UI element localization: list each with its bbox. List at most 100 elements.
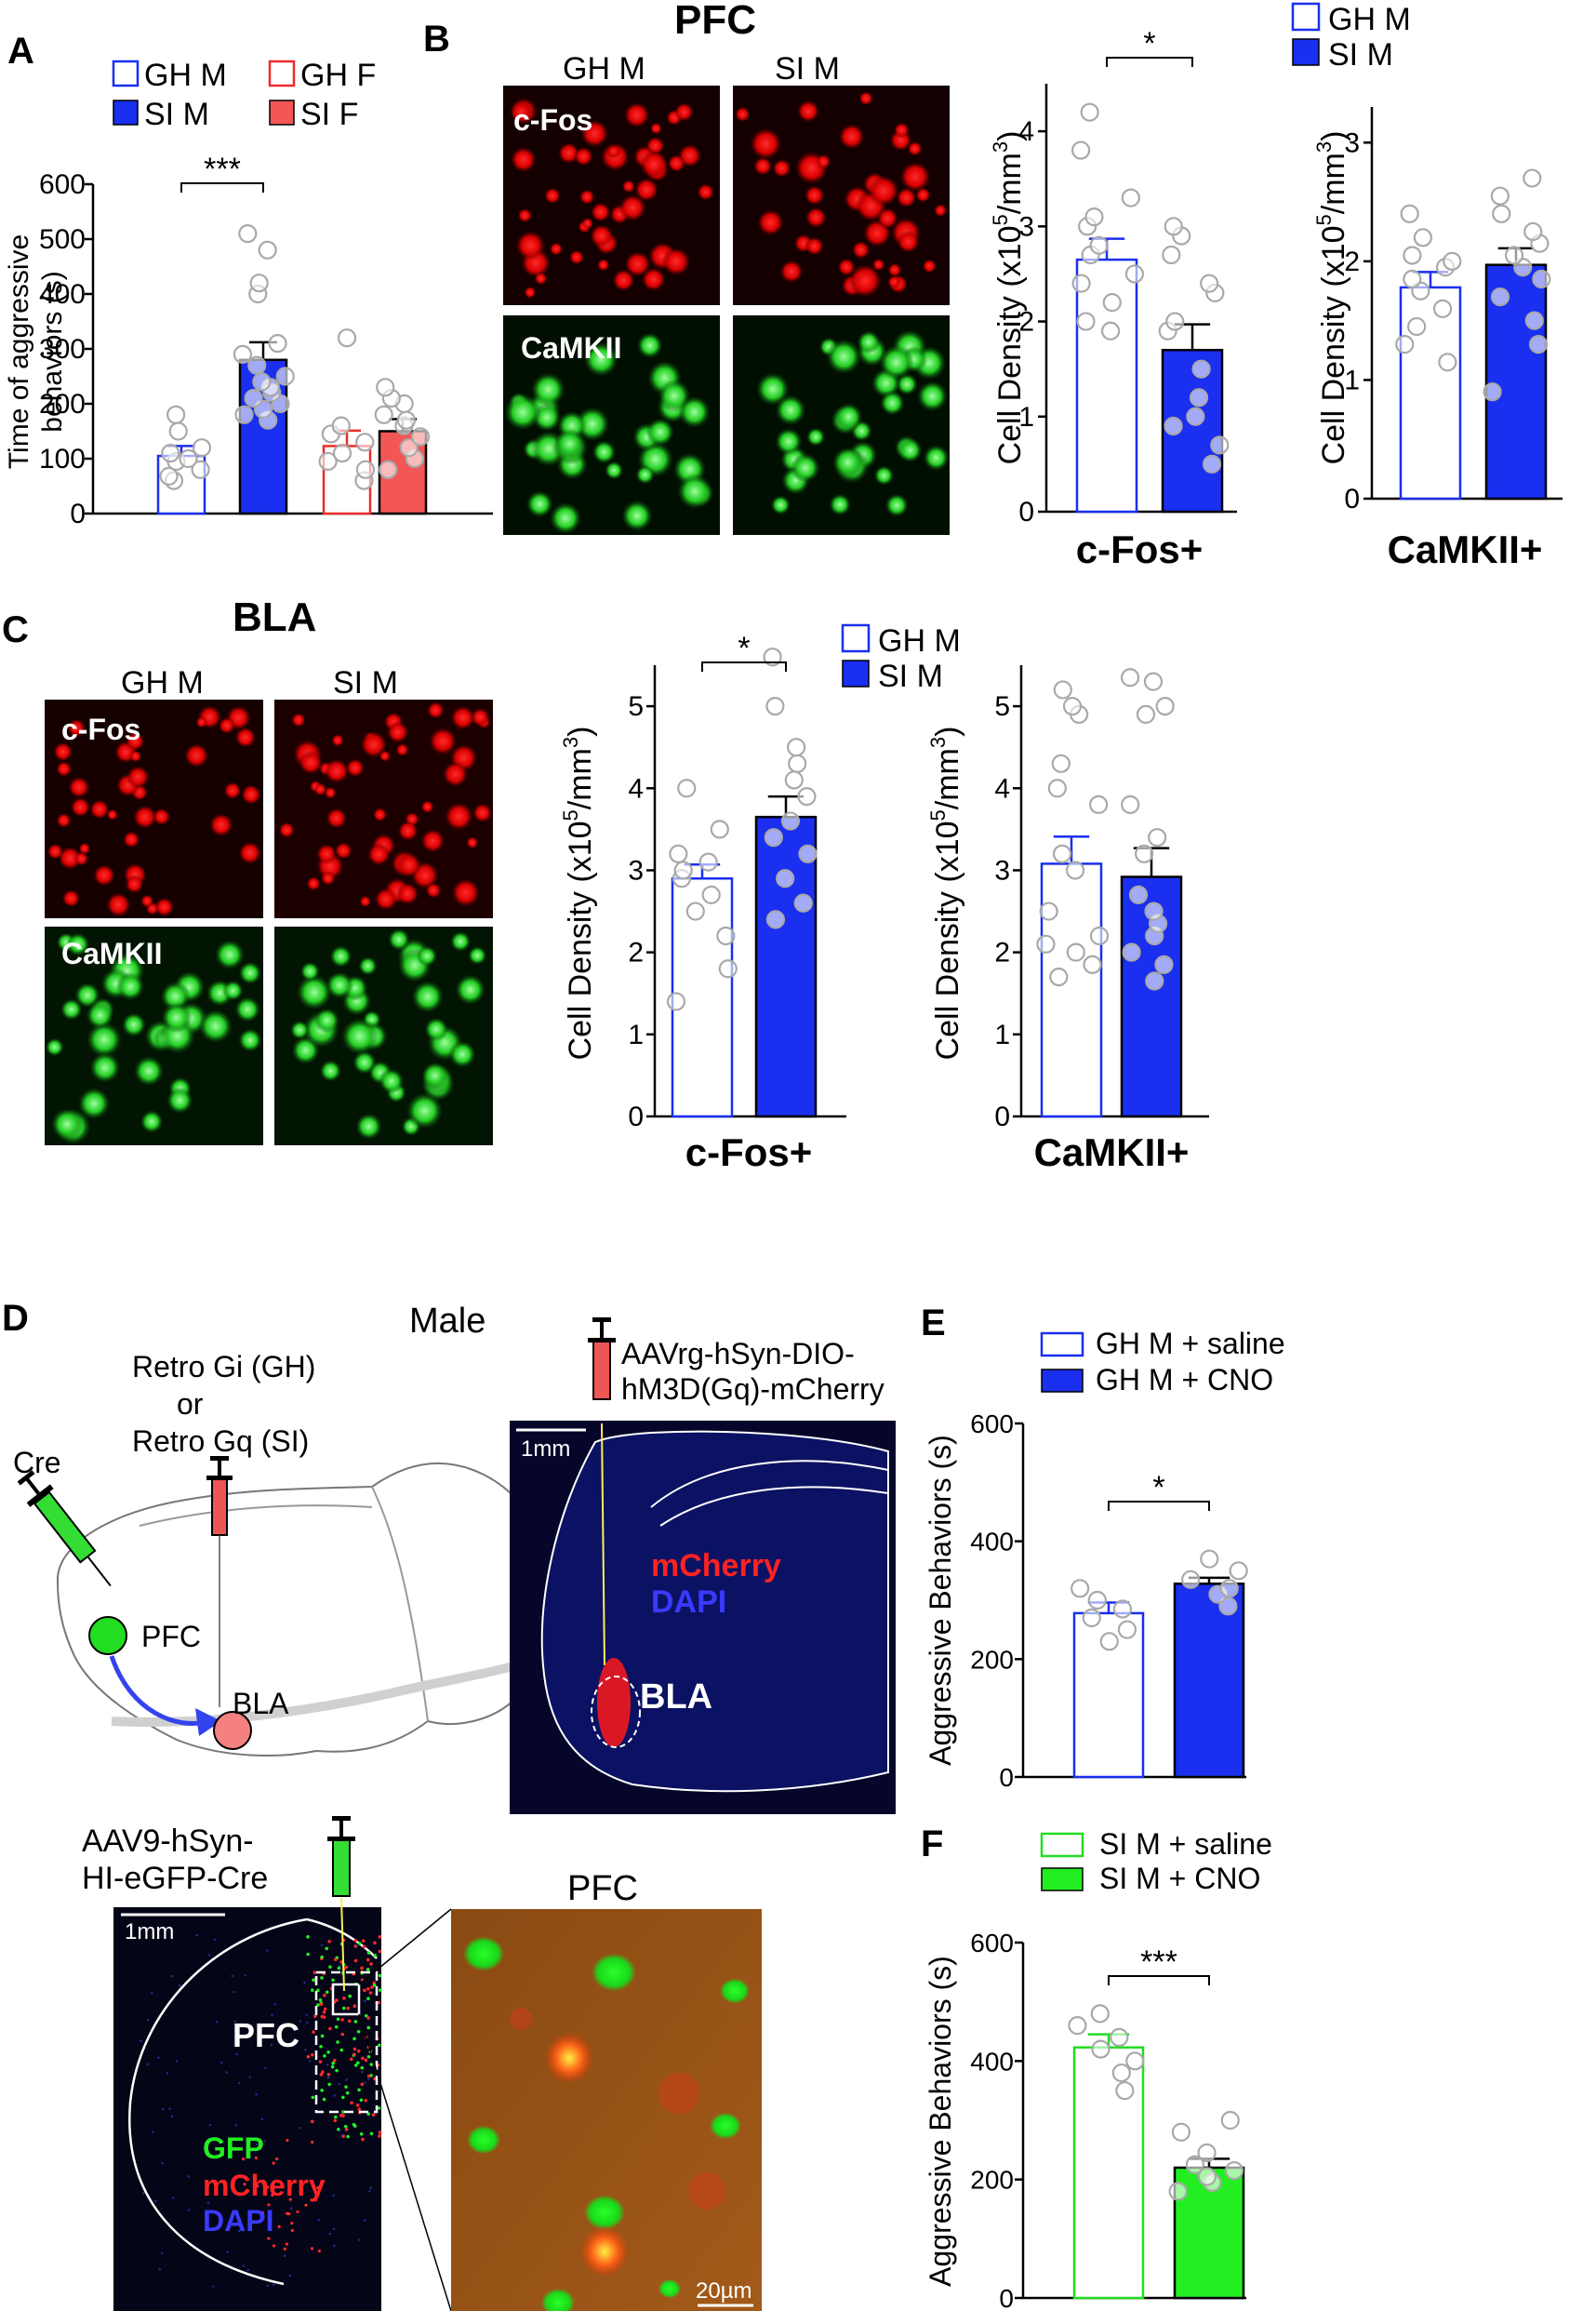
legend-c-sim: SI M (878, 659, 943, 694)
label-pfc-section: PFC (233, 2016, 299, 2054)
labeled-cell (378, 1949, 382, 1954)
dapi-dot (172, 2197, 175, 2199)
y-tick-label: 3 (628, 855, 644, 886)
data-point (275, 367, 295, 386)
significance-bracket (1108, 1975, 1210, 1985)
cell (897, 230, 920, 253)
cell (757, 209, 784, 236)
labeled-cell (348, 1994, 352, 1998)
data-point (1084, 207, 1104, 227)
cell (360, 730, 388, 758)
x-axis-label: CaMKII+ (1388, 528, 1543, 571)
cell (396, 852, 421, 877)
cell (621, 180, 635, 194)
cell (126, 765, 150, 789)
cell (934, 204, 948, 218)
legend-e: GH M + saline GH M + CNO (1040, 1327, 1285, 1396)
labeled-cell (275, 2157, 279, 2161)
labeled-cell (320, 1955, 324, 1959)
cell (797, 100, 819, 123)
dapi-dot (333, 2244, 336, 2248)
data-point (1082, 1608, 1101, 1628)
micrograph-pfc-section (113, 1907, 381, 2311)
labeled-cell (364, 2058, 368, 2063)
dapi-dot (263, 2140, 266, 2143)
labeled-cell (357, 2107, 362, 2111)
labeled-cell (342, 1997, 346, 2000)
cell (852, 241, 871, 260)
labeled-cell (340, 2032, 345, 2037)
labeled-cell (371, 2113, 376, 2117)
labeled-cell (378, 1988, 382, 1992)
y-tick-label: 0 (999, 2284, 1014, 2311)
data-point (673, 861, 693, 880)
cell (355, 1113, 382, 1141)
data-point (1120, 668, 1140, 688)
data-point (698, 852, 718, 872)
labeled-cell (320, 2014, 325, 2019)
cell (667, 154, 685, 173)
dapi-dot (212, 2285, 215, 2288)
y-tick-label: 3 (1018, 211, 1034, 242)
cell (848, 263, 882, 298)
legend-b: GH M SI M (1291, 2, 1411, 73)
data-point (1062, 696, 1083, 716)
dapi-dot (288, 2274, 292, 2278)
y-tick-label: 600 (970, 1409, 1014, 1438)
labeled-cell (366, 1986, 370, 1991)
labeled-cell (243, 2183, 246, 2186)
data-point (1164, 217, 1183, 236)
cell (234, 727, 257, 748)
labeled-cell (283, 2247, 286, 2251)
mcherry-signal (597, 1658, 631, 1747)
cell (106, 808, 118, 821)
labeled-cell (328, 2026, 332, 2031)
labeled-cell (335, 2068, 339, 2073)
cell (121, 1012, 147, 1037)
dapi-dot (246, 2268, 249, 2272)
y-tick-label: 400 (39, 279, 86, 310)
data-point (765, 696, 785, 716)
pfc-dashed-region (314, 1970, 379, 2114)
dapi-dot (225, 2071, 228, 2074)
cell (166, 1087, 193, 1115)
cell (858, 91, 873, 106)
dapi-dot (270, 2043, 273, 2047)
cell (558, 142, 579, 164)
cell (606, 144, 621, 159)
chart-c-cfos: 0 1 2 3 4 5 * Cell Density (x105/mm3) c-Fos+ (559, 631, 846, 1174)
cell (299, 750, 323, 775)
cell (195, 716, 207, 728)
cell (329, 945, 352, 968)
labeled-cell (286, 2139, 289, 2143)
dapi-dot (154, 2199, 157, 2202)
labeled-cell (355, 2104, 360, 2107)
y-tick-label: 4 (628, 773, 644, 804)
gfp-cell (720, 1978, 750, 2004)
cell (129, 750, 142, 763)
label-aav9-1: AAV9-hSyn- (82, 1823, 254, 1859)
cell (735, 106, 751, 122)
cell (517, 207, 532, 223)
cell (77, 1087, 111, 1120)
cell (621, 500, 653, 532)
labeled-cell (360, 1966, 364, 1970)
labeled-cell (344, 2085, 348, 2089)
data-point (780, 811, 801, 831)
legend-f: SI M + saline SI M + CNO (1040, 1827, 1272, 1895)
cell (154, 897, 174, 917)
labeled-cell (320, 2034, 325, 2038)
data-point (159, 466, 179, 486)
cell (420, 800, 434, 814)
cell (411, 980, 445, 1013)
cell (504, 394, 541, 431)
y-axis-label: Cell Density (x105/mm3) (989, 131, 1028, 465)
data-point (1191, 359, 1211, 379)
labeled-cell (359, 2131, 364, 2136)
cell (472, 803, 492, 822)
data-point (1080, 102, 1099, 122)
zoom-box (331, 1983, 361, 2016)
labeled-cell (318, 2060, 323, 2064)
data-point (249, 274, 269, 293)
